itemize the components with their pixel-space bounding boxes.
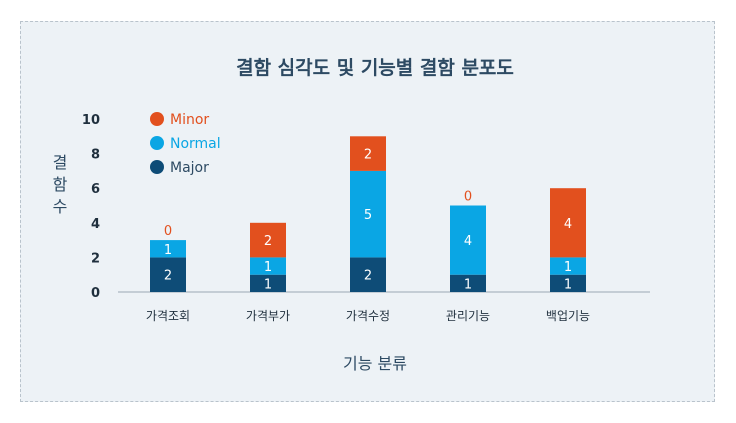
legend-label-minor: Minor xyxy=(170,112,209,128)
legend-marker-major xyxy=(150,160,164,174)
y-axis-label-char: 수 xyxy=(53,197,68,216)
legend-marker-minor xyxy=(150,112,164,126)
y-tick-label: 2 xyxy=(91,251,100,266)
bar-segment-normal xyxy=(550,257,586,275)
bar-segment-major xyxy=(350,257,386,292)
bar-segment-minor xyxy=(350,136,386,171)
data-label: 1 xyxy=(464,277,472,292)
data-label: 4 xyxy=(564,217,572,232)
legend: Minor Normal Major xyxy=(150,112,221,176)
data-label: 0 xyxy=(164,224,172,239)
bars: 2 1 0 가격조회 1 1 2 가격부가 2 5 2 가격수정 1 4 0 관리기능 1 1 4 백업기능 xyxy=(146,136,590,323)
y-tick-label: 10 xyxy=(82,113,100,128)
bar-segment-major xyxy=(550,274,586,292)
data-label: 2 xyxy=(264,234,272,249)
legend-label-normal: Normal xyxy=(170,136,221,152)
legend-marker-normal xyxy=(150,136,164,150)
chart-title: 결함 심각도 및 기능별 결함 분포도 xyxy=(236,57,514,79)
data-label: 1 xyxy=(164,243,172,258)
data-label: 2 xyxy=(164,269,172,284)
y-axis-label: 결함수 xyxy=(53,153,68,216)
y-tick-label: 0 xyxy=(91,286,100,301)
data-label: 0 xyxy=(464,190,472,205)
y-tick-label: 8 xyxy=(91,148,100,163)
bar-segment-major xyxy=(450,274,486,292)
y-tick-label: 4 xyxy=(91,217,100,232)
y-axis-label-char: 결 xyxy=(53,153,68,172)
data-label: 1 xyxy=(264,260,272,275)
data-label: 1 xyxy=(564,277,572,292)
bar-segment-major xyxy=(250,274,286,292)
x-tick-label: 관리기능 xyxy=(446,309,490,323)
legend-label-major: Major xyxy=(170,160,209,176)
data-label: 1 xyxy=(564,260,572,275)
x-tick-label: 가격조회 xyxy=(146,309,190,323)
data-label: 2 xyxy=(364,148,372,163)
x-axis-label: 기능 분류 xyxy=(343,354,407,373)
bar-segment-minor xyxy=(250,222,286,258)
bar-segment-normal xyxy=(350,170,386,258)
x-tick-label: 가격수정 xyxy=(346,309,390,323)
data-label: 1 xyxy=(264,277,272,292)
bar-segment-minor xyxy=(550,188,586,258)
data-label: 2 xyxy=(364,269,372,284)
y-axis-label-char: 함 xyxy=(53,175,68,194)
y-tick-label: 6 xyxy=(91,182,100,197)
data-label: 5 xyxy=(364,208,372,223)
data-label: 4 xyxy=(464,234,472,249)
bar-segment-normal xyxy=(450,205,486,275)
bar-segment-normal xyxy=(250,257,286,275)
x-tick-label: 가격부가 xyxy=(246,309,290,323)
x-tick-label: 백업기능 xyxy=(546,309,590,323)
bar-segment-normal xyxy=(150,240,186,258)
bar-segment-major xyxy=(150,257,186,292)
